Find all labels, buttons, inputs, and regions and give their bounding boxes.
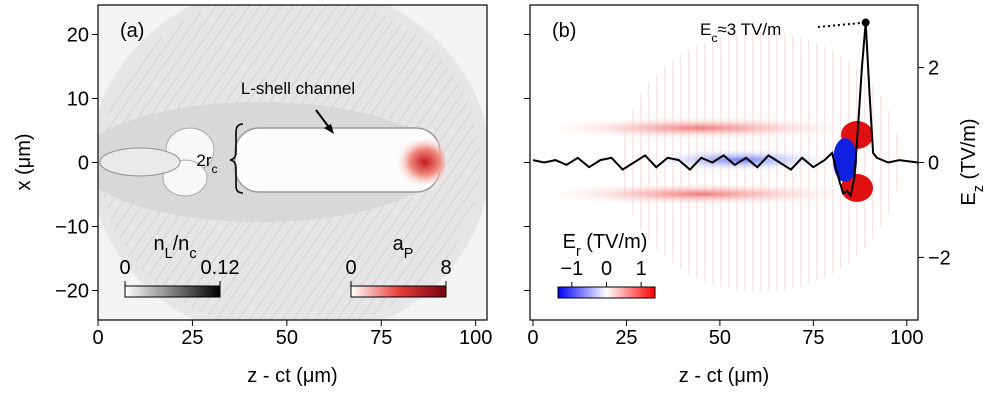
colorbar-tick-label: 0: [601, 258, 612, 280]
y2-axis-label-part: (TV/m): [958, 118, 980, 185]
colorbar-tick-label: 0: [345, 257, 356, 279]
colorbar-label-part: /n: [173, 233, 190, 255]
y-tick-label: 0: [78, 153, 89, 175]
y-tick-label: 20: [67, 24, 89, 46]
x-tick-label: 75: [802, 327, 824, 349]
x-tick-label: 0: [527, 327, 538, 349]
colorbar-tick-label: 0: [119, 257, 130, 279]
y-tick-label: −20: [55, 281, 89, 303]
colorbar-label: Er (TV/m): [563, 231, 648, 260]
colorbar: [350, 285, 447, 298]
colorbar-label-part: c: [189, 246, 196, 262]
colorbar: [557, 286, 656, 299]
colorbar-tick-label: 0.12: [201, 257, 240, 279]
y-tick-label: 10: [67, 88, 89, 110]
colorbar-label-part: L: [165, 246, 173, 262]
laser-field: [395, 140, 445, 184]
density-map: [98, 5, 487, 320]
line-series: [532, 22, 919, 199]
blob: [99, 147, 181, 177]
colorbar-label-part: P: [404, 246, 414, 262]
colorbar-label: nL/nc: [153, 233, 196, 262]
colorbar-label-part: a: [393, 233, 405, 255]
y-axis-label: x (μm): [13, 133, 35, 190]
y2-tick-label: −2: [928, 247, 951, 269]
x-tick-label: 75: [370, 327, 392, 349]
peak-marker: [861, 18, 870, 27]
colorbar-tick-label: 8: [440, 257, 451, 279]
x-tick-label: 100: [459, 327, 492, 349]
annotation-part: ≈3 TV/m: [717, 20, 781, 39]
field-lobe: [833, 138, 857, 182]
colorbar-label: aP: [393, 233, 414, 262]
annotation-part: E: [700, 20, 711, 39]
x-tick-label: 0: [92, 327, 103, 349]
field-stripe: [640, 148, 840, 172]
x-tick-label: 50: [709, 327, 731, 349]
radius-bracket: [229, 123, 244, 194]
x-tick-label: 100: [890, 327, 923, 349]
colorbar-label-part: (TV/m): [581, 231, 648, 253]
annotation-leader: [817, 21, 866, 28]
panel-label: (b): [552, 20, 576, 42]
colorbar-label-part: n: [153, 233, 164, 255]
y2-axis-label-part: E: [958, 192, 980, 205]
annotation-part: c: [212, 162, 218, 176]
y2-tick-label: 2: [928, 58, 939, 80]
arrow-head: [324, 124, 334, 134]
field-stripe: [530, 182, 870, 206]
x-axis-label: z - ct (μm): [679, 365, 769, 387]
annotation: 2rc: [196, 151, 217, 176]
y-tick-label: −10: [55, 217, 89, 239]
x-tick-label: 25: [615, 327, 637, 349]
field-stripe: [530, 116, 870, 140]
colorbar-label-part: E: [563, 231, 576, 253]
y2-axis-label: Ez (TV/m): [958, 118, 987, 205]
annotation-part: c: [711, 31, 717, 45]
colorbar-tick-label: 1: [636, 258, 647, 280]
x-axis-label: z - ct (μm): [247, 365, 337, 387]
colorbar: [124, 285, 221, 298]
annotation: Ec≈3 TV/m: [700, 20, 781, 45]
colorbar-tick-label: −1: [560, 258, 583, 280]
y2-tick-label: 0: [928, 153, 939, 175]
annotation: L-shell channel: [241, 79, 355, 98]
colorbar-label-part: r: [576, 244, 581, 260]
y2-axis-label-part: z: [971, 185, 987, 192]
x-tick-label: 50: [276, 327, 298, 349]
panel-label: (a): [120, 20, 144, 42]
field-map: [530, 32, 900, 292]
x-tick-label: 25: [181, 327, 203, 349]
annotation-part: 2r: [196, 151, 211, 170]
